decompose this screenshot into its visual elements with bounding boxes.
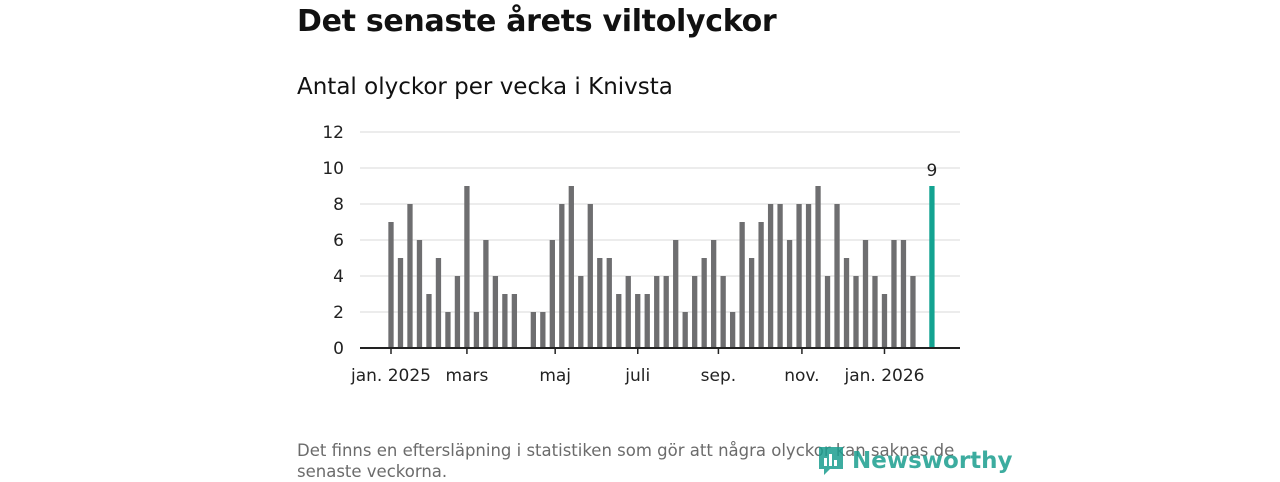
bar	[568, 186, 574, 348]
bar	[711, 240, 717, 348]
bar	[454, 276, 461, 348]
bar	[483, 240, 489, 348]
newsworthy-logo: Newsworthy	[816, 445, 1013, 477]
x-tick-label: jan. 2026	[843, 366, 924, 386]
chart-title: Det senaste årets viltolyckor	[297, 4, 777, 39]
bar	[881, 294, 888, 348]
bar	[492, 276, 499, 348]
bar	[796, 204, 802, 348]
bar	[435, 258, 442, 348]
bar	[701, 258, 707, 348]
y-tick-label: 0	[333, 339, 344, 359]
bars	[388, 186, 935, 348]
bar	[502, 294, 508, 348]
newsworthy-logo-icon	[819, 447, 843, 475]
bar	[862, 240, 869, 348]
bar	[767, 204, 774, 348]
bar	[426, 294, 432, 348]
bar	[834, 204, 840, 348]
bar	[692, 276, 698, 348]
bar	[654, 276, 660, 348]
bar	[843, 258, 850, 348]
bar	[748, 258, 755, 348]
bar	[777, 204, 783, 348]
bar	[824, 276, 831, 348]
bar	[900, 240, 907, 348]
bar	[530, 312, 536, 348]
bar	[587, 204, 593, 348]
bar	[673, 240, 679, 348]
bar	[559, 204, 565, 348]
x-tick-label: nov.	[784, 366, 819, 386]
bar	[663, 276, 669, 348]
bar	[729, 312, 736, 348]
bar	[635, 294, 641, 348]
bar	[720, 276, 726, 348]
bar	[473, 312, 480, 348]
bar	[407, 204, 413, 348]
bar	[540, 312, 546, 348]
y-tick-label: 10	[322, 159, 344, 179]
highlight-value-label: 9	[927, 161, 938, 181]
y-tick-label: 8	[333, 195, 344, 215]
x-tick-label: jan. 2025	[350, 366, 431, 386]
bar	[464, 186, 470, 348]
bar	[549, 240, 555, 348]
bar	[445, 312, 451, 348]
data-labels: 9	[927, 161, 938, 181]
bar	[805, 204, 812, 348]
bar	[644, 294, 650, 348]
bar	[815, 186, 821, 348]
x-tick-label: juli	[624, 366, 650, 386]
bar	[891, 240, 897, 348]
x-tick-label: maj	[539, 366, 571, 386]
bar	[872, 276, 878, 348]
bar	[416, 240, 423, 348]
x-axis: jan. 2025 mars maj juli sep. nov. jan. 2026	[350, 347, 960, 386]
bar	[616, 294, 622, 348]
bar	[910, 276, 916, 348]
bar	[597, 258, 603, 348]
y-axis-ticks: 0 2 4 6 8 10 12	[322, 123, 344, 359]
bar	[739, 222, 745, 348]
grid-lines	[360, 131, 960, 313]
bar	[682, 312, 688, 348]
y-tick-label: 2	[333, 303, 344, 323]
chart-subtitle: Antal olyckor per vecka i Knivsta	[297, 74, 673, 100]
bar	[388, 222, 394, 348]
y-tick-label: 4	[333, 267, 344, 287]
bar	[511, 294, 518, 348]
x-tick-label: mars	[446, 366, 489, 386]
bar	[606, 258, 612, 348]
x-tick-label: sep.	[701, 366, 737, 386]
bar	[397, 258, 404, 348]
bar	[758, 222, 764, 348]
bar-highlight	[929, 186, 935, 348]
bar	[625, 276, 631, 348]
bar	[578, 276, 584, 348]
bar	[853, 276, 859, 348]
y-tick-label: 6	[333, 231, 344, 251]
bar	[786, 240, 793, 348]
footnote: Det finns en eftersläpning i statistiken…	[297, 441, 955, 481]
newsworthy-logo-text: Newsworthy	[852, 448, 1013, 474]
y-tick-label: 12	[322, 123, 344, 143]
